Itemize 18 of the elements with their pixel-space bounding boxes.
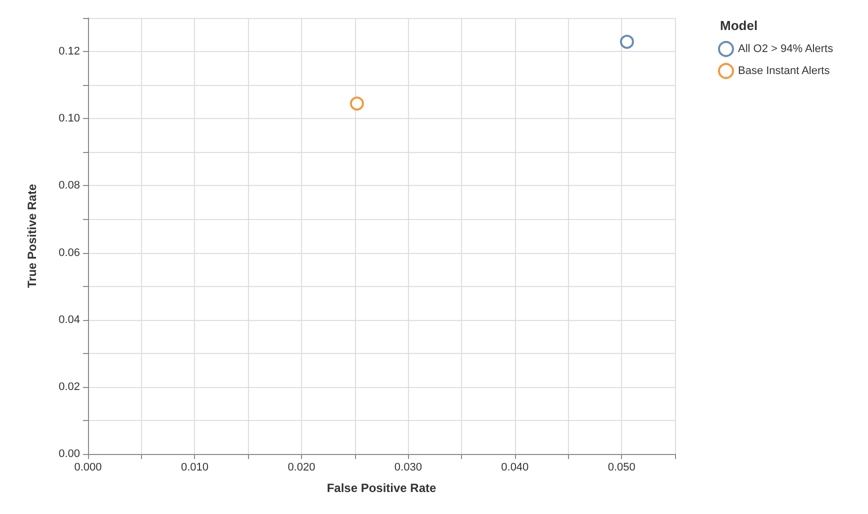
y-tick-label: 0.06 (58, 246, 80, 259)
x-tick-label: 0.030 (394, 462, 422, 474)
y-tick-label: 0.08 (58, 180, 80, 192)
legend-label: Base Instant Alerts (738, 65, 830, 77)
x-tick-label: 0.040 (501, 462, 529, 474)
y-tick-label: 0.00 (58, 448, 80, 460)
x-tick-label: 0.010 (180, 462, 208, 474)
x-tick-label: 0.050 (608, 462, 636, 474)
legend-label: All O2 > 94% Alerts (738, 43, 834, 55)
y-tick-label: 0.12 (58, 46, 80, 58)
y-axis-title: True Positive Rate (25, 184, 39, 288)
y-tick-label: 0.10 (58, 112, 80, 125)
y-tick-label: 0.04 (58, 314, 80, 326)
x-tick-label: 0.000 (74, 462, 102, 474)
legend-title: Model (720, 18, 758, 33)
x-axis-title: False Positive Rate (326, 481, 437, 495)
y-tick-label: 0.02 (58, 380, 80, 393)
x-tick-label: 0.020 (288, 462, 316, 474)
